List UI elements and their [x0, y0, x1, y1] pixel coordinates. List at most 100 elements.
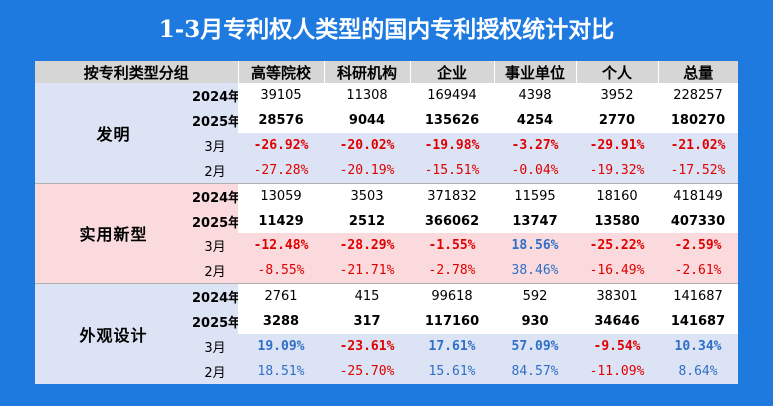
header-cell-institution: 事业单位 — [493, 61, 577, 83]
header-row: 按专利类型分组 高等院校 科研机构 企业 事业单位 个人 总量 — [35, 61, 739, 83]
table-cell: 11308 — [346, 87, 388, 103]
table-body: 发明 2024年 39105 11308 169494 4398 3952 228257 202… — [35, 83, 739, 384]
table-cell: -8.55% — [238, 258, 325, 284]
header-cell-group: 按专利类型分组 — [35, 61, 239, 83]
table-cell: 18160 — [576, 182, 659, 209]
table-cell: 317 — [353, 314, 381, 330]
table-row: 2025年 28576 9044 135626 4254 2770 180270 — [35, 107, 738, 133]
table-cell: -21.02% — [658, 132, 739, 158]
table-cell: 407330 — [670, 213, 726, 229]
table-cell: 8.64% — [658, 359, 739, 384]
table-cell: 2761 — [238, 283, 325, 310]
table-cell: 11429 — [258, 213, 304, 229]
table-cell: 3288 — [262, 314, 300, 330]
group-label: 发明 — [35, 83, 192, 184]
row-label: 2025年 — [192, 208, 239, 234]
table-cell: 2770 — [598, 112, 636, 128]
table-cell: -12.48% — [238, 233, 325, 259]
row-label: 2024年 — [192, 182, 239, 209]
table-row: 3月 -26.92% -20.02% -19.98% -3.27% -29.91% -21.… — [35, 132, 739, 158]
table-cell: 57.09% — [494, 334, 577, 360]
table-cell: 2512 — [348, 213, 386, 229]
table-cell: 135626 — [424, 112, 480, 128]
row-label: 2025年 — [192, 309, 239, 335]
table-cell: -25.22% — [576, 233, 659, 259]
table-cell: -20.19% — [324, 157, 411, 184]
table-cell: -2.78% — [410, 258, 495, 284]
table-cell: -2.59% — [658, 233, 739, 259]
table-cell: 17.61% — [410, 334, 495, 360]
table-cell: -23.61% — [324, 334, 411, 360]
table-cell: -20.02% — [324, 132, 411, 158]
table-row: 2月 18.51% -25.70% 15.61% 84.57% -11.09% 8.64% — [35, 359, 739, 384]
table-cell: 3952 — [600, 87, 634, 103]
row-label: 3月 — [192, 132, 239, 158]
row-label: 2025年 — [192, 107, 239, 133]
row-label: 2月 — [192, 359, 239, 384]
table-cell: 169494 — [427, 87, 477, 103]
header-cell-total: 总量 — [657, 61, 739, 83]
group-label: 外观设计 — [35, 283, 192, 384]
table-cell: -19.32% — [576, 157, 659, 184]
table-cell: 38301 — [576, 283, 659, 310]
table-cell: 13059 — [238, 182, 325, 209]
table-cell: 18.51% — [238, 359, 325, 384]
table-cell: 34646 — [594, 314, 640, 330]
table-cell: 930 — [521, 314, 549, 330]
table-cell: -15.51% — [410, 157, 495, 184]
table-cell: 228257 — [673, 87, 723, 103]
table-cell: 11595 — [494, 182, 577, 209]
table-cell: 371832 — [410, 182, 495, 209]
table-cell: 38.46% — [494, 258, 577, 284]
table-cell: 141687 — [670, 314, 726, 330]
table-row: 外观设计 2024年 2761 415 99618 592 38301 141687 — [35, 283, 739, 384]
table-cell: 418149 — [658, 182, 739, 209]
table-cell: -9.54% — [576, 334, 659, 360]
table-cell: -16.49% — [576, 258, 659, 284]
row-label: 2024年 — [192, 283, 239, 310]
table-cell: -21.71% — [324, 258, 411, 284]
table-cell: 9044 — [348, 112, 386, 128]
table-cell: -1.55% — [410, 233, 495, 259]
table-cell: -26.92% — [238, 132, 325, 158]
table-cell: 28576 — [258, 112, 304, 128]
table-cell: -3.27% — [494, 132, 577, 158]
table-row: 3月 -12.48% -28.29% -1.55% 18.56% -25.22% -2.59… — [35, 233, 739, 259]
table-cell: 141687 — [658, 283, 739, 310]
table-row: 2月 -8.55% -21.71% -2.78% 38.46% -16.49% -2.61% — [35, 258, 739, 284]
table-cell: 10.34% — [658, 334, 739, 360]
table-cell: 15.61% — [410, 359, 495, 384]
table-row: 3月 19.09% -23.61% 17.61% 57.09% -9.54% 10.34% — [35, 334, 739, 360]
table-row: 2月 -27.28% -20.19% -15.51% -0.04% -19.32% -17.… — [35, 157, 739, 184]
table-cell: 180270 — [670, 112, 726, 128]
table-cell: 13747 — [512, 213, 558, 229]
table-cell: 3503 — [324, 182, 411, 209]
header-cell-enterprise: 企业 — [409, 61, 495, 83]
stats-table: 按专利类型分组 高等院校 科研机构 企业 事业单位 个人 总量 发明 2024年 3… — [35, 61, 739, 384]
table-cell: -0.04% — [494, 157, 577, 184]
table-cell: -25.70% — [324, 359, 411, 384]
table-cell: 366062 — [424, 213, 480, 229]
row-label: 2月 — [192, 157, 239, 184]
table-cell: -19.98% — [410, 132, 495, 158]
table-cell: 39105 — [260, 87, 302, 103]
table-cell: 18.56% — [494, 233, 577, 259]
header-cell-individual: 个人 — [575, 61, 659, 83]
table-row: 2025年 3288 317 117160 930 34646 141687 — [35, 309, 738, 335]
table-cell: 84.57% — [494, 359, 577, 384]
table-cell: -28.29% — [324, 233, 411, 259]
table-cell: 19.09% — [238, 334, 325, 360]
table-cell: 13580 — [594, 213, 640, 229]
row-label: 2月 — [192, 258, 239, 284]
table-cell: 415 — [324, 283, 411, 310]
table-cell: -17.52% — [658, 157, 739, 184]
table-cell: 592 — [494, 283, 577, 310]
table-row: 发明 2024年 39105 11308 169494 4398 3952 228257 — [35, 83, 738, 184]
table-cell: 4398 — [518, 87, 552, 103]
table-cell: -2.61% — [658, 258, 739, 284]
table-row: 2025年 11429 2512 366062 13747 13580 407330 — [35, 208, 738, 234]
table-cell: 99618 — [410, 283, 495, 310]
table-cell: -11.09% — [576, 359, 659, 384]
table-row: 实用新型 2024年 13059 3503 371832 11595 18160 418149 — [35, 182, 739, 284]
table-cell: 117160 — [424, 314, 480, 330]
